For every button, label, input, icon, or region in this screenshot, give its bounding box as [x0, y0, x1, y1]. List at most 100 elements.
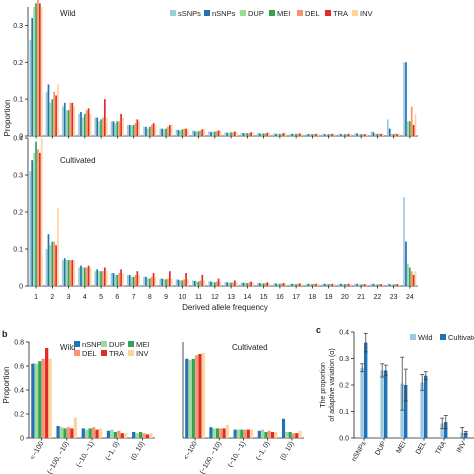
bar-TRA-17: [315, 283, 317, 286]
bar-TRA-13: [250, 132, 252, 136]
x-tick-label: 4: [83, 294, 87, 301]
bar-MEI-3: [113, 432, 117, 438]
x-tick-label: 10: [178, 294, 186, 301]
bar-Wild-1: [380, 370, 384, 438]
bar-Wild-3: [420, 382, 424, 438]
bar-DUP-22: [390, 133, 393, 136]
bar-nSNPs-11: [210, 281, 212, 286]
x-tick-label: (−100, −10): [46, 441, 70, 474]
bar-TRA-2: [246, 429, 250, 438]
panel-c-legend: Wild Cultivated: [410, 333, 474, 342]
bar-DEL-1: [53, 91, 56, 136]
bar-DEL-1: [219, 428, 223, 438]
bar-INV-13: [252, 282, 254, 286]
x-tick-label: INV: [456, 440, 468, 454]
bar-DEL-13: [248, 282, 251, 286]
bar-nSNPs-6: [128, 124, 131, 136]
bar-sSNPs-20: [354, 133, 357, 136]
x-tick-label: 3: [67, 294, 71, 301]
bar-sSNPs-6: [126, 274, 129, 286]
bar-DUP-13: [244, 283, 247, 286]
bar-INV-1: [57, 84, 59, 136]
bar-DUP-3: [110, 429, 114, 438]
panel-c-label: c: [316, 325, 321, 335]
x-tick-label: 12: [211, 294, 219, 301]
bar-INV-18: [333, 284, 336, 286]
bar-DEL-12: [232, 282, 234, 286]
panel-a-legend: sSNPs nSNPs DUP MEI DEL TRA INV: [170, 9, 373, 18]
bar-MEI-5: [116, 274, 119, 286]
bar-TRA-1: [70, 428, 74, 438]
bar-TRA-19: [347, 133, 350, 136]
bar-Cultivated-1: [384, 370, 388, 438]
bar-DUP-23: [407, 263, 409, 286]
bar-TRA-4: [145, 434, 150, 438]
bar-MEI-12: [230, 132, 232, 136]
bar-DEL-14: [264, 283, 267, 286]
bar-INV-13: [252, 132, 254, 136]
bar-DUP-4: [285, 432, 289, 438]
bar-DUP-4: [98, 121, 100, 136]
bar-INV-3: [89, 113, 92, 136]
bar-DUP-21: [374, 284, 377, 286]
bar-sSNPs-8: [159, 278, 162, 286]
panel-b-cultivated-chart: Cultivated <−100 (−100, −10) (−10, −1) (−1,…: [182, 342, 304, 474]
y-tick-label: 0.1: [13, 247, 23, 254]
bar-INV-11: [219, 281, 222, 286]
bar-INV-22: [398, 133, 401, 136]
x-tick-label: 8: [148, 294, 152, 301]
bar-sSNPs-5: [110, 121, 113, 136]
bar-DUP-12: [228, 282, 230, 286]
bar-nSNPs-10: [193, 280, 196, 286]
x-tick-label: (0, 10): [130, 441, 146, 462]
bar-MEI-1: [63, 428, 67, 438]
bar-INV-0: [40, 7, 43, 136]
bar-MEI-20: [360, 134, 362, 136]
bar-INV-3: [89, 267, 92, 286]
y-tick-label: 0.2: [14, 412, 24, 419]
bar-DEL-5: [118, 121, 121, 136]
legend-swatch-nSNPs: [74, 341, 80, 347]
bar-MEI-3: [264, 432, 268, 438]
y-tick-label: 0: [19, 284, 23, 291]
bar-TRA-0: [45, 348, 49, 438]
bar-TRA-18: [331, 283, 334, 286]
bar-TRA-14: [266, 132, 269, 136]
bar-sSNPs-17: [305, 283, 308, 286]
bar-DEL-4: [102, 117, 104, 136]
bar-DUP-0: [188, 360, 192, 438]
x-tick-label: (−10, −1): [227, 441, 247, 469]
bar-sSNPs-9: [175, 129, 178, 136]
y-tick-label: 0.0: [339, 436, 349, 443]
panel-c-ylabel-line2: of adaptive variation (α): [329, 348, 336, 421]
bar-DEL-2: [92, 427, 96, 438]
bar-TRA-4: [103, 267, 106, 286]
bar-INV-4: [298, 430, 302, 438]
bar-sSNPs-18: [321, 283, 324, 286]
bar-MEI-7: [148, 126, 151, 136]
bar-TRA-5: [120, 269, 122, 286]
bar-MEI-9: [181, 129, 184, 136]
bar-DEL-20: [362, 134, 364, 136]
bar-MEI-22: [392, 134, 395, 136]
bar-DUP-1: [49, 102, 52, 136]
bar-DUP-18: [325, 284, 328, 286]
bar-nSNPs-2: [63, 258, 66, 286]
bar-DEL-23: [410, 106, 413, 136]
bar-DUP-3: [82, 267, 84, 286]
bar-TRA-10: [201, 274, 204, 286]
bar-nSNPs-3: [80, 265, 82, 286]
bar-INV-0: [48, 358, 52, 438]
x-tick-label: <−100: [29, 440, 45, 461]
bar-TRA-21: [380, 284, 382, 286]
bar-INV-7: [154, 124, 157, 136]
bar-DEL-21: [378, 133, 381, 136]
legend-label-nSNPs: nSNPs: [212, 9, 236, 18]
bar-INV-0: [201, 352, 205, 438]
bar-Wild-4: [440, 423, 444, 438]
bar-DUP-4: [135, 433, 139, 438]
bar-DUP-18: [325, 134, 328, 136]
y-tick-label: 0.2: [13, 210, 23, 217]
bar-DEL-22: [394, 284, 397, 286]
bar-DUP-4: [98, 271, 100, 286]
